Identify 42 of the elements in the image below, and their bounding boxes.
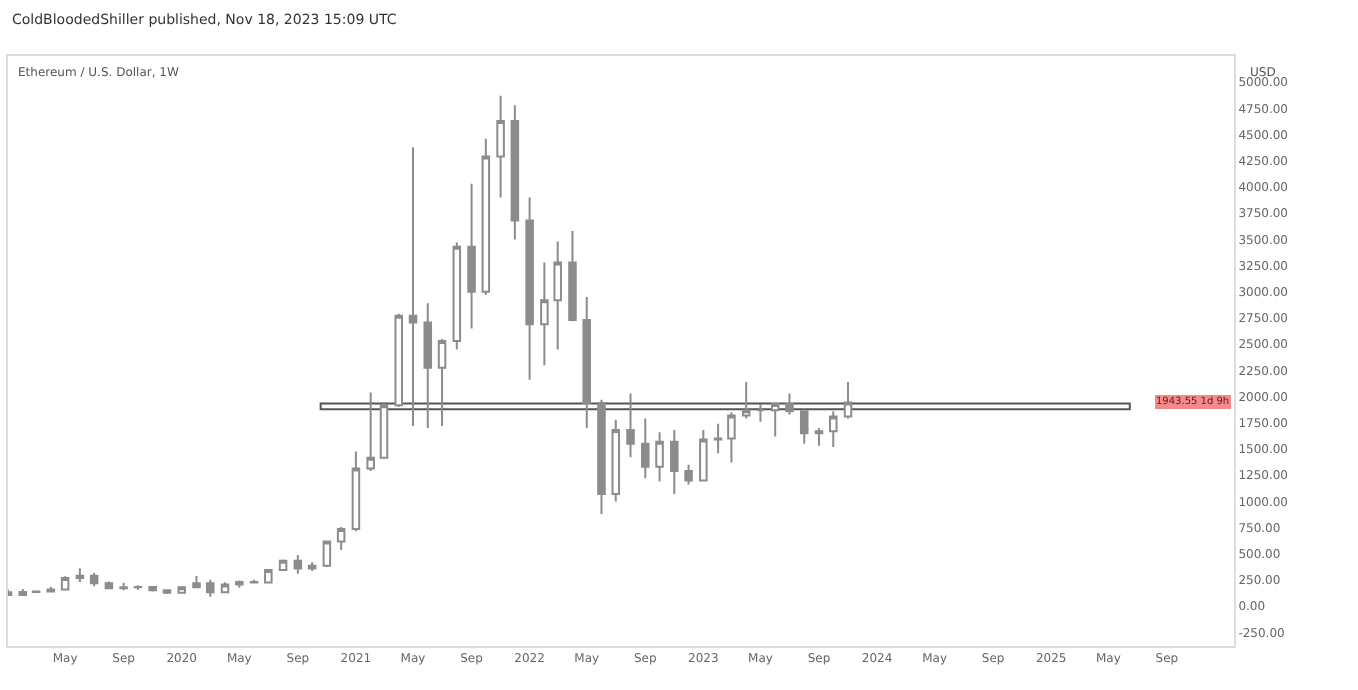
candlestick — [525, 196, 534, 381]
candlestick — [713, 422, 723, 455]
candlestick — [148, 584, 157, 593]
candlestick — [119, 581, 128, 592]
candlestick — [249, 578, 259, 585]
candlestick — [626, 392, 635, 459]
candlestick — [177, 585, 186, 594]
candlestick — [18, 587, 28, 597]
candlestick — [670, 429, 679, 496]
candlestick — [568, 230, 577, 323]
candlestick — [423, 302, 433, 430]
candlestick — [336, 526, 346, 552]
candlestick — [814, 427, 824, 447]
candlestick — [264, 568, 273, 584]
candlestick — [799, 408, 809, 445]
candlestick — [540, 261, 549, 367]
candlestick — [655, 431, 664, 483]
candlestick — [553, 240, 562, 351]
candlestick — [322, 539, 332, 568]
candlestick — [75, 567, 85, 584]
candlestick — [699, 429, 708, 483]
candlestick — [582, 296, 591, 430]
candlestick — [206, 578, 215, 598]
candlestick — [785, 392, 794, 416]
candlestick — [408, 146, 418, 427]
candlestick — [510, 104, 520, 241]
candlestick — [293, 553, 303, 575]
candlestick — [192, 575, 201, 589]
candlestick — [351, 450, 361, 533]
candlestick — [162, 589, 172, 596]
candlestick — [104, 580, 114, 590]
candlestick — [756, 402, 765, 423]
candlestick — [496, 94, 505, 199]
candlestick — [611, 418, 621, 503]
candlestick — [452, 241, 462, 351]
candlestick — [60, 575, 70, 591]
candlestick — [467, 182, 476, 330]
candlestick — [597, 398, 606, 515]
candlestick — [641, 417, 650, 480]
candlestick — [684, 463, 693, 486]
candlestick — [481, 137, 491, 296]
candlestick — [235, 579, 244, 589]
